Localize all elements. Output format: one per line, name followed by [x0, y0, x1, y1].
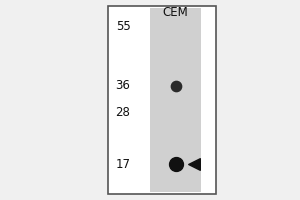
Text: 17: 17: [116, 158, 130, 170]
Text: 28: 28: [116, 106, 130, 118]
Point: [173, 162, 178, 166]
Point: [173, 84, 178, 88]
Text: 36: 36: [116, 79, 130, 92]
Text: CEM: CEM: [163, 6, 188, 20]
Bar: [150, 8, 201, 192]
Bar: [108, 6, 216, 194]
Point: [191, 162, 196, 166]
Text: 55: 55: [116, 20, 130, 32]
